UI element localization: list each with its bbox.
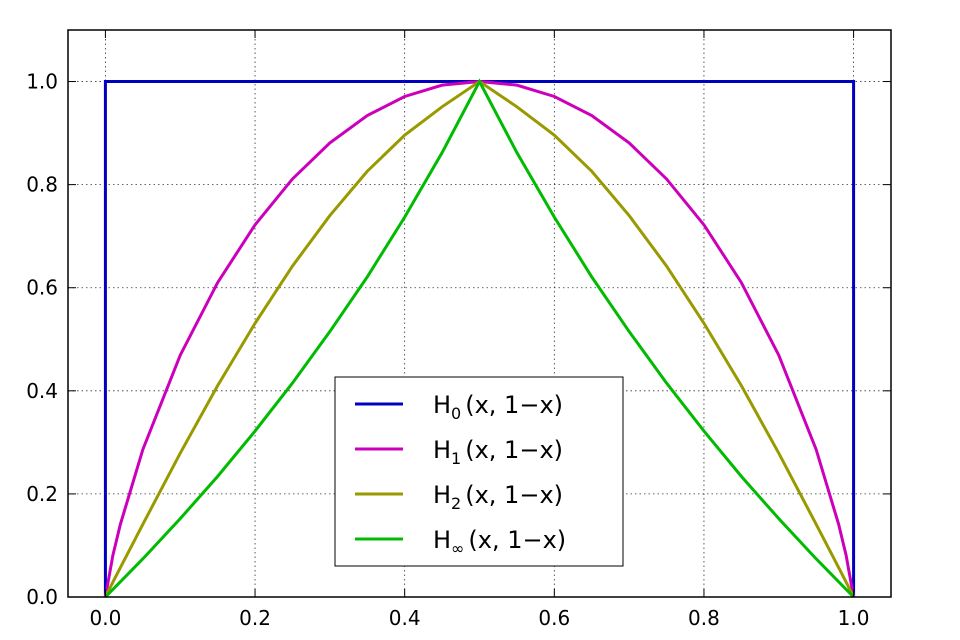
- x-tick-label: 0.2: [239, 606, 271, 630]
- x-tick-label: 0.6: [538, 606, 570, 630]
- legend-label-main: H: [433, 436, 451, 464]
- x-tick-label: 0.8: [688, 606, 720, 630]
- legend-label: H1 (x, 1−x): [433, 436, 563, 468]
- legend-label-main: H: [433, 481, 451, 509]
- plot-frame: [67, 29, 892, 598]
- legend-label-subscript: 1: [451, 449, 461, 468]
- legend-label-main: H: [433, 391, 451, 419]
- legend-label-rest: (x, 1−x): [465, 481, 563, 509]
- legend-label-rest: (x, 1−x): [465, 436, 563, 464]
- y-tick-label: 0.0: [26, 585, 58, 609]
- legend-label: H2 (x, 1−x): [433, 481, 563, 513]
- legend-label: H∞ (x, 1−x): [433, 526, 566, 558]
- y-tick-label: 0.2: [26, 482, 58, 506]
- axis-tick-labels: 0.0 0.2 0.4 0.6 0.8 1.0 0.0 0.2 0.4 0.6 0.8 1.0: [26, 70, 869, 630]
- y-tick-label: 0.6: [26, 276, 58, 300]
- series-layer: [103, 78, 856, 599]
- axis-ticks: [68, 30, 891, 598]
- y-tick-label: 1.0: [26, 70, 58, 94]
- x-tick-label: 0.0: [90, 606, 122, 630]
- legend: H0 (x, 1−x)H1 (x, 1−x)H2 (x, 1−x)H∞ (x, 1−x): [334, 376, 624, 567]
- legend-label-main: H: [433, 526, 451, 554]
- legend-label-rest: (x, 1−x): [465, 391, 563, 419]
- series-line-3: [104, 78, 855, 599]
- x-tick-label: 0.4: [389, 606, 421, 630]
- legend-label: H0 (x, 1−x): [433, 391, 563, 423]
- legend-box: [334, 376, 624, 567]
- legend-label-subscript: 2: [451, 494, 461, 513]
- y-tick-label: 0.8: [26, 173, 58, 197]
- x-tick-label: 1.0: [838, 606, 870, 630]
- legend-label-rest: (x, 1−x): [468, 526, 566, 554]
- legend-label-subscript: 0: [451, 404, 461, 423]
- legend-label-subscript: ∞: [451, 539, 464, 558]
- y-tick-label: 0.4: [26, 379, 58, 403]
